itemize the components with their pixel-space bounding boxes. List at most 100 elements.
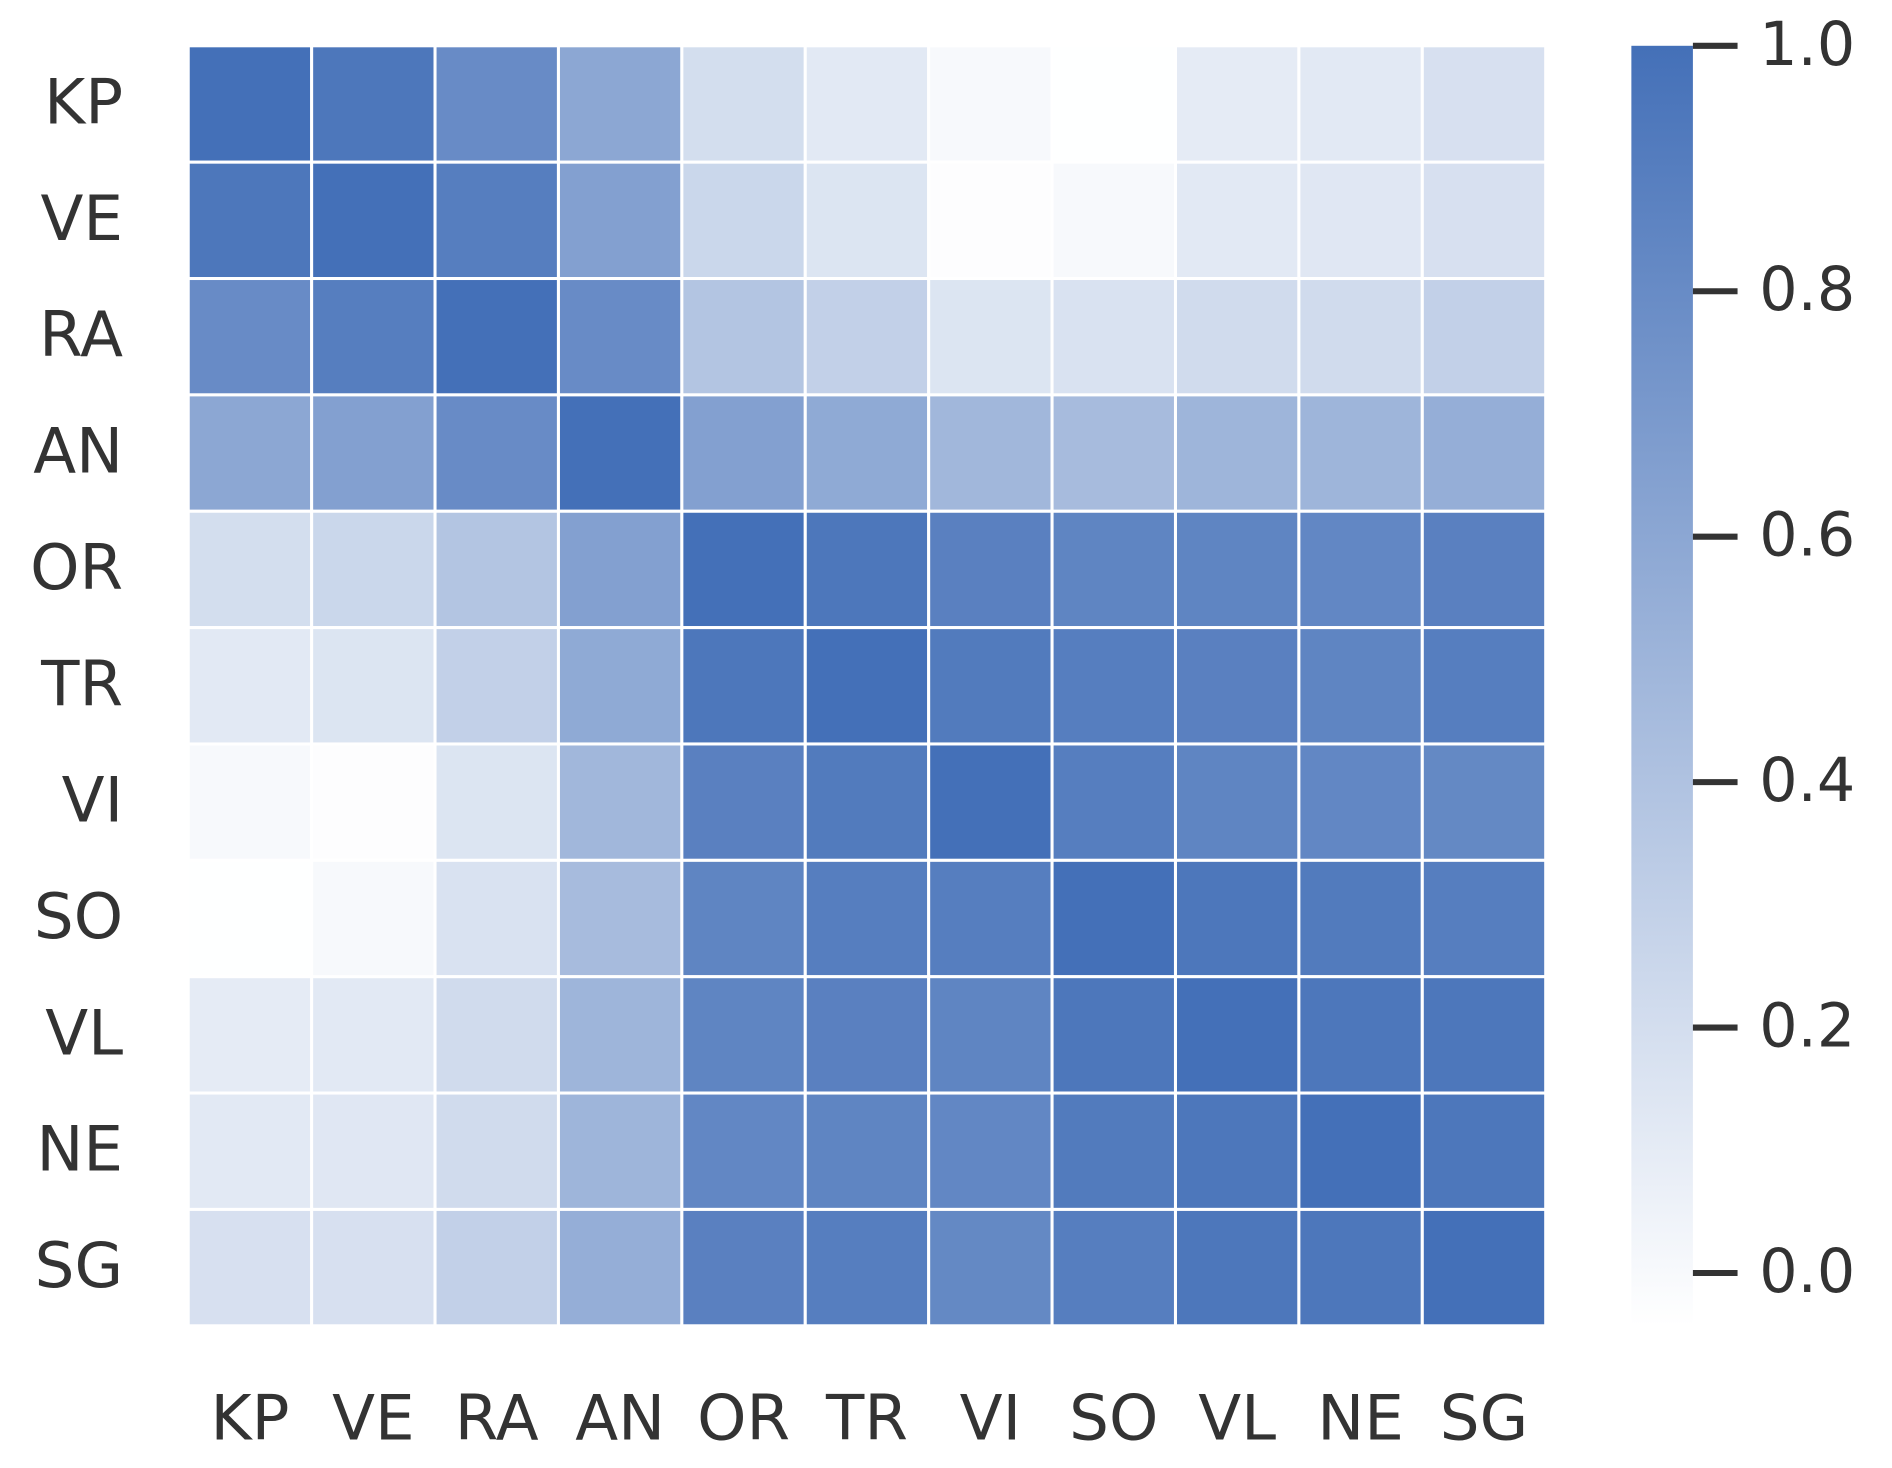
heatmap-cell [1173,858,1301,979]
y-tick-label: SG [35,1229,123,1302]
heatmap-cell [556,858,684,979]
heatmap-cell [803,393,931,513]
heatmap-cell [556,742,684,862]
heatmap-cell [186,1091,314,1211]
heatmap-cell [433,509,560,630]
colorbar [1631,45,1693,1326]
heatmap-cell [1297,742,1424,862]
heatmap-cell [680,626,807,746]
heatmap-cell [1173,393,1301,513]
y-tick-label: NE [37,1113,124,1186]
heatmap-cell [680,509,807,630]
heatmap-cell [433,626,560,746]
heatmap-cell [186,858,314,979]
heatmap-cell [927,393,1054,513]
heatmap-cell [186,44,314,164]
heatmap-cell [1297,44,1424,164]
heatmap-cell [1420,1091,1548,1211]
heatmap-cell [433,44,560,164]
heatmap-cell [1297,858,1424,979]
heatmap-cell [1297,160,1424,281]
heatmap-cell [556,160,684,281]
x-tick-label: KP [210,1381,289,1454]
heatmap-cell [1297,626,1424,746]
heatmap-cell [310,277,437,397]
heatmap-cell [1050,277,1177,397]
heatmap-cell [1420,1207,1548,1328]
heatmap-cell [927,975,1054,1095]
heatmap-cell [680,742,807,862]
heatmap-cell [927,160,1054,281]
heatmap-cell [1173,1207,1301,1328]
heatmap-cell [803,1207,931,1328]
colorbar-tick-label: 0.2 [1759,992,1855,1062]
x-tick-label: VL [1198,1381,1276,1454]
heatmap-cell [680,975,807,1095]
x-tick-label: RA [455,1381,539,1454]
heatmap-cell [556,1207,684,1328]
heatmap-cell [186,1207,314,1328]
heatmap-cell [927,44,1054,164]
heatmap-cell [1297,509,1424,630]
x-tick-label: TR [825,1381,908,1454]
heatmap-cell [310,1091,437,1211]
heatmap-cell [433,858,560,979]
heatmap-cell [927,277,1054,397]
heatmap-cell [803,509,931,630]
heatmap-cell [1050,626,1177,746]
heatmap-cell [680,160,807,281]
y-tick-label: TR [40,647,123,720]
heatmap-cell [803,160,931,281]
heatmap-cell [310,393,437,513]
heatmap-cell [1050,393,1177,513]
heatmap-cell [1420,44,1548,164]
colorbar-tick-label: 0.6 [1759,501,1855,571]
heatmap-cell [186,975,314,1095]
heatmap-cell [803,277,931,397]
colorbar-tick-label: 0.8 [1759,255,1855,325]
heatmap-cell [310,858,437,979]
heatmap-cell [310,975,437,1095]
heatmap-cell [1050,858,1177,979]
heatmap-cell [1420,858,1548,979]
heatmap-cell [433,160,560,281]
heatmap-cell [186,277,314,397]
heatmap-cell [927,1207,1054,1328]
heatmap-cell [433,393,560,513]
y-tick-label: VI [62,764,123,837]
x-tick-label: SG [1440,1381,1528,1454]
x-tick-label: OR [697,1381,790,1454]
heatmap-cell [680,277,807,397]
heatmap-cell [1050,509,1177,630]
heatmap-cell [680,393,807,513]
x-tick-label: NE [1317,1381,1404,1454]
heatmap-cell [556,509,684,630]
heatmap-cell [186,393,314,513]
heatmap-cell [186,742,314,862]
heatmap-cell [186,626,314,746]
heatmap-cell [680,858,807,979]
heatmap-cell [927,626,1054,746]
heatmap-cell [680,1091,807,1211]
heatmap-cell [1050,742,1177,862]
heatmap-cell [1173,277,1301,397]
heatmap-cell [1050,44,1177,164]
x-tick-label: SO [1069,1381,1158,1454]
heatmap-cell [1297,1091,1424,1211]
heatmap-cell [1420,393,1548,513]
heatmap-cell [803,858,931,979]
colorbar-tick-label: 0.4 [1759,746,1855,816]
heatmap-cell [556,975,684,1095]
heatmap-cell [1420,277,1548,397]
heatmap-cell [1173,742,1301,862]
x-tick-label: VI [960,1381,1021,1454]
heatmap-cell [1050,1091,1177,1211]
heatmap-cell [1297,393,1424,513]
heatmap-cell [1050,975,1177,1095]
heatmap-cell [556,277,684,397]
heatmap-cell [1420,975,1548,1095]
heatmap-cell [186,160,314,281]
heatmap-cell [433,1207,560,1328]
heatmap-cell [1420,742,1548,862]
